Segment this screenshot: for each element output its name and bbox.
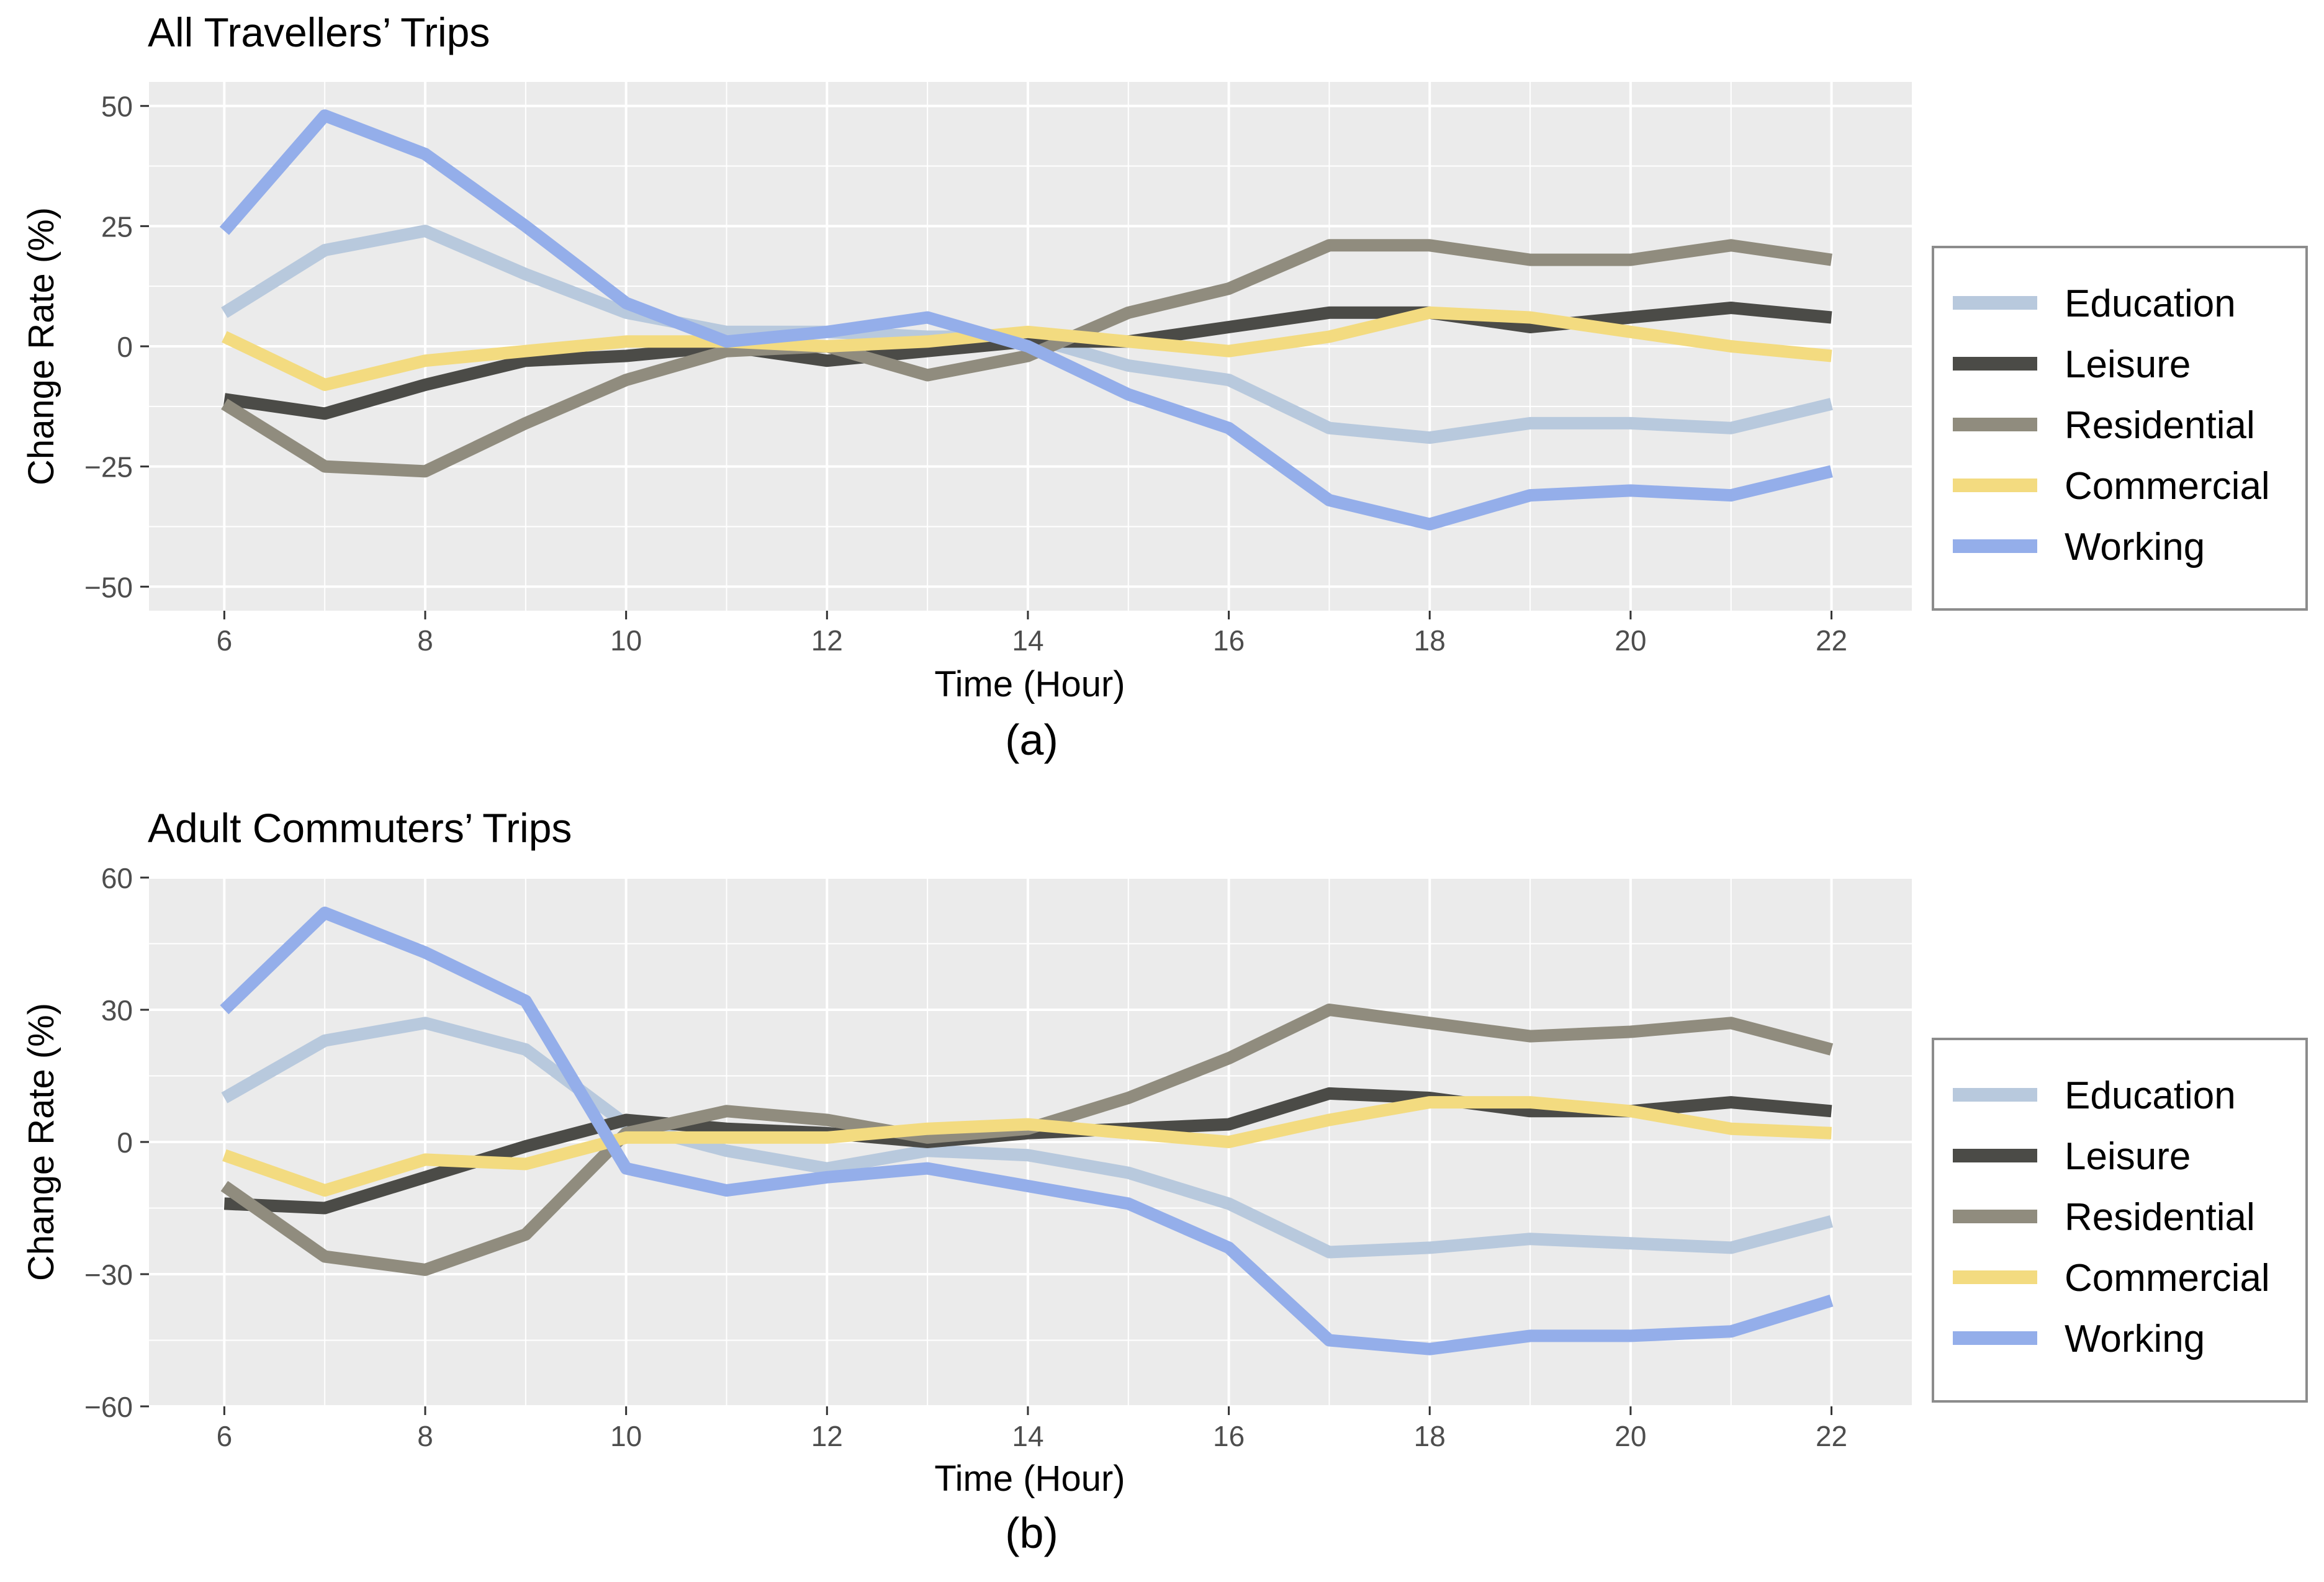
legend-label-residential: Residential [2065,404,2255,447]
legend-items: Education Leisure Residential Commercial Wor… [1953,1074,2270,1360]
chart-a-series [219,109,1833,531]
x-tick-label: 12 [811,624,843,657]
x-tick-label: 20 [1615,624,1646,657]
series-line-commercial [222,306,1832,391]
series-line-working [219,109,1833,531]
legend-label-commercial: Commercial [2065,465,2270,508]
chart-b-legend: Education Leisure Residential Commercial Wor… [1932,1038,2308,1403]
y-tick-label: −50 [84,571,133,603]
y-tick-label: −25 [84,451,133,483]
x-tick-label: 18 [1414,624,1446,657]
x-tick-label: 6 [217,1420,233,1452]
series-line-working [220,906,1834,1355]
chart-b-y-axis-label: Change Rate (%) [21,1003,61,1281]
x-tick-label: 8 [417,624,433,657]
y-tick-label: 0 [117,1126,133,1159]
series-line-commercial [222,1096,1832,1197]
x-tick-label: 10 [610,1420,642,1452]
legend-label-education: Education [2065,1074,2236,1117]
chart-b-series [220,906,1834,1355]
chart-b: Adult Commuters’ Trips −60 −30 0 30 60 6 8 10 1… [21,805,2308,1557]
x-tick-label: 20 [1615,1420,1646,1452]
legend-label-residential: Residential [2065,1196,2255,1239]
chart-a-x-axis-label: Time (Hour) [934,664,1125,704]
y-tick-label: 25 [101,210,133,243]
x-tick-label: 10 [610,624,642,657]
chart-a-x-ticks: 6 8 10 12 14 16 18 20 22 [217,611,1847,657]
x-tick-label: 14 [1012,1420,1043,1452]
legend-items: Education Leisure Residential Commercial Wor… [1953,282,2270,569]
x-tick-label: 16 [1213,1420,1245,1452]
legend-label-leisure: Leisure [2065,343,2191,386]
x-tick-label: 18 [1414,1420,1446,1452]
chart-a: All Travellers’ Trips −50 −25 0 25 50 6 8 10 12… [21,9,2308,764]
chart-b-x-ticks: 6 8 10 12 14 16 18 20 22 [217,1406,1847,1452]
x-tick-label: 12 [811,1420,843,1452]
series-line-residential [221,239,1832,478]
x-tick-label: 16 [1213,624,1245,657]
y-tick-label: −30 [84,1259,133,1291]
series-line-education [221,1017,1834,1259]
legend-label-commercial: Commercial [2065,1257,2270,1300]
x-tick-label: 22 [1816,624,1847,657]
y-tick-label: −60 [84,1391,133,1423]
legend-label-working: Working [2065,526,2205,569]
x-tick-label: 14 [1012,624,1043,657]
x-tick-label: 6 [217,624,233,657]
chart-b-caption: (b) [1005,1509,1058,1557]
y-tick-label: 0 [117,331,133,363]
chart-b-y-ticks: −60 −30 0 30 60 [84,862,149,1423]
chart-a-y-axis-label: Change Rate (%) [21,207,61,485]
x-tick-label: 8 [417,1420,433,1452]
x-tick-label: 22 [1816,1420,1847,1452]
chart-a-title: All Travellers’ Trips [148,9,490,55]
chart-b-title: Adult Commuters’ Trips [148,805,572,851]
chart-a-y-ticks: −50 −25 0 25 50 [84,91,149,603]
legend-label-education: Education [2065,282,2236,325]
y-tick-label: 50 [101,91,133,123]
chart-b-x-axis-label: Time (Hour) [934,1458,1125,1499]
y-tick-label: 60 [101,862,133,894]
chart-a-legend: Education Leisure Residential Commercial Wor… [1932,246,2308,611]
chart-a-caption: (a) [1005,716,1058,764]
legend-label-working: Working [2065,1318,2205,1360]
y-tick-label: 30 [101,994,133,1027]
legend-label-leisure: Leisure [2065,1135,2191,1178]
